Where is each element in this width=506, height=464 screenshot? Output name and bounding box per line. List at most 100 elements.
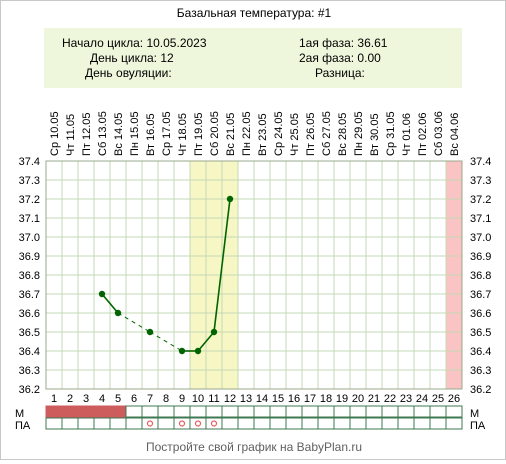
pa-cell xyxy=(397,417,415,430)
day-number: 2 xyxy=(67,393,73,405)
y-tick-label-right: 36.3 xyxy=(470,365,491,377)
day-number: 11 xyxy=(208,393,219,405)
info-panel xyxy=(44,28,462,88)
day-number: 18 xyxy=(320,393,332,405)
day-number: 14 xyxy=(256,393,268,405)
pa-cell xyxy=(93,417,111,430)
pa-cell xyxy=(45,417,63,430)
difference: Разница: xyxy=(315,66,365,80)
menses-cell xyxy=(221,405,239,418)
menses-cell xyxy=(445,405,463,418)
y-tick-label-right: 37.3 xyxy=(470,175,491,187)
date-label: Пн 15.05 xyxy=(129,111,141,156)
cycle-start: Начало цикла: 10.05.2023 xyxy=(62,36,207,50)
pa-cell xyxy=(333,417,351,430)
day-number-labels: 1 2 3 4 5 6 7 8 9 10 11 12 13 14 15 16 17 18 19 20 21 22 23 24 2… xyxy=(51,393,460,405)
series-segment xyxy=(101,293,119,314)
day-number: 24 xyxy=(416,393,428,405)
date-label: Вт 23.05 xyxy=(257,113,269,156)
chart-title: Базальная температура: #1 xyxy=(177,6,332,20)
menses-cell xyxy=(237,405,255,418)
day-number: 12 xyxy=(224,393,236,405)
date-label: Вт 30.05 xyxy=(369,113,381,156)
y-tick-label-right: 36.2 xyxy=(470,384,491,396)
date-label: Пт 19.05 xyxy=(193,112,205,156)
ovulation-day: День овуляции: xyxy=(85,66,172,80)
day-number: 9 xyxy=(179,393,185,405)
pa-cell xyxy=(237,417,255,430)
day-number: 1 xyxy=(51,393,57,405)
menses-cell xyxy=(397,405,415,418)
date-label: Сб 27.05 xyxy=(321,111,333,156)
pa-cell xyxy=(301,417,319,430)
date-label: Ср 24.05 xyxy=(273,111,285,156)
row-label-pa-right: ПА xyxy=(470,420,486,432)
date-label: Пт 02.06 xyxy=(417,112,429,156)
pa-cell xyxy=(125,417,143,430)
date-labels: Ср 10.05 Чт 11.05 Пт 12.05 Сб 13.05 Вс 14.05… xyxy=(49,111,461,156)
menses-cell xyxy=(45,405,63,418)
menses-cell xyxy=(285,405,303,418)
pa-cell xyxy=(413,417,431,430)
day-number: 3 xyxy=(83,393,89,405)
y-tick-label-left: 37.1 xyxy=(19,213,40,225)
y-tick-label-right: 36.6 xyxy=(470,308,491,320)
date-label: Ср 31.05 xyxy=(385,111,397,156)
date-label: Вс 04.06 xyxy=(449,113,461,156)
data-point xyxy=(98,290,106,298)
day-number: 20 xyxy=(352,393,364,405)
menses-cell xyxy=(109,405,127,418)
menses-cell xyxy=(77,405,95,418)
menses-cell xyxy=(253,405,271,418)
date-label: Вт 16.05 xyxy=(145,113,157,156)
date-label: Вс 21.05 xyxy=(225,113,237,156)
series-dashed-segment xyxy=(149,331,183,352)
series-segment xyxy=(197,331,215,352)
phase1: 1ая фаза: 36.61 xyxy=(299,36,388,50)
date-label: Чт 01.06 xyxy=(401,113,413,156)
menses-cell xyxy=(189,405,207,418)
menses-cell xyxy=(93,405,111,418)
date-label: Пн 22.05 xyxy=(241,111,253,156)
series-segment xyxy=(213,198,231,333)
date-label: Ср 10.05 xyxy=(49,111,61,156)
pa-marker xyxy=(210,420,218,427)
y-tick-label-right: 37.1 xyxy=(470,213,491,225)
y-tick-label-left: 36.3 xyxy=(19,365,40,377)
pa-cell xyxy=(189,417,207,430)
day-number: 23 xyxy=(400,393,412,405)
data-point xyxy=(146,328,154,336)
pa-cell xyxy=(445,417,463,430)
y-tick-labels: 37.4 37.4 37.3 37.3 37.2 37.2 37.1 37.1 37.0 37.0… xyxy=(19,156,492,396)
day-number: 7 xyxy=(147,393,153,405)
pa-cell xyxy=(109,417,127,430)
y-tick-label-right: 37.0 xyxy=(470,232,491,244)
menses-cell xyxy=(61,405,79,418)
y-tick-label-right: 36.4 xyxy=(470,346,491,358)
pa-cell xyxy=(157,417,175,430)
date-label: Чт 11.05 xyxy=(65,114,77,156)
date-label: Вс 14.05 xyxy=(113,113,125,156)
date-label: Сб 13.05 xyxy=(97,111,109,156)
data-point xyxy=(210,328,218,336)
y-tick-label-right: 36.9 xyxy=(470,251,491,263)
pa-cell xyxy=(269,417,287,430)
day-number: 15 xyxy=(272,393,284,405)
date-label: Сб 03.06 xyxy=(433,111,445,156)
menses-cell xyxy=(413,405,431,418)
menses-cell xyxy=(269,405,287,418)
y-tick-label-left: 37.2 xyxy=(19,194,40,206)
pa-cell xyxy=(429,417,447,430)
pa-cell xyxy=(221,417,239,430)
menses-cell xyxy=(429,405,447,418)
date-label: Вс 28.05 xyxy=(337,113,349,156)
data-point xyxy=(114,309,122,317)
menses-cell xyxy=(125,405,143,418)
day-number: 21 xyxy=(368,393,380,405)
day-number: 26 xyxy=(448,393,460,405)
data-point xyxy=(226,195,234,203)
pa-cell xyxy=(253,417,271,430)
plot-grid xyxy=(45,160,463,390)
footer-link[interactable]: Постройте свой график на BabyPlan.ru xyxy=(146,440,362,454)
